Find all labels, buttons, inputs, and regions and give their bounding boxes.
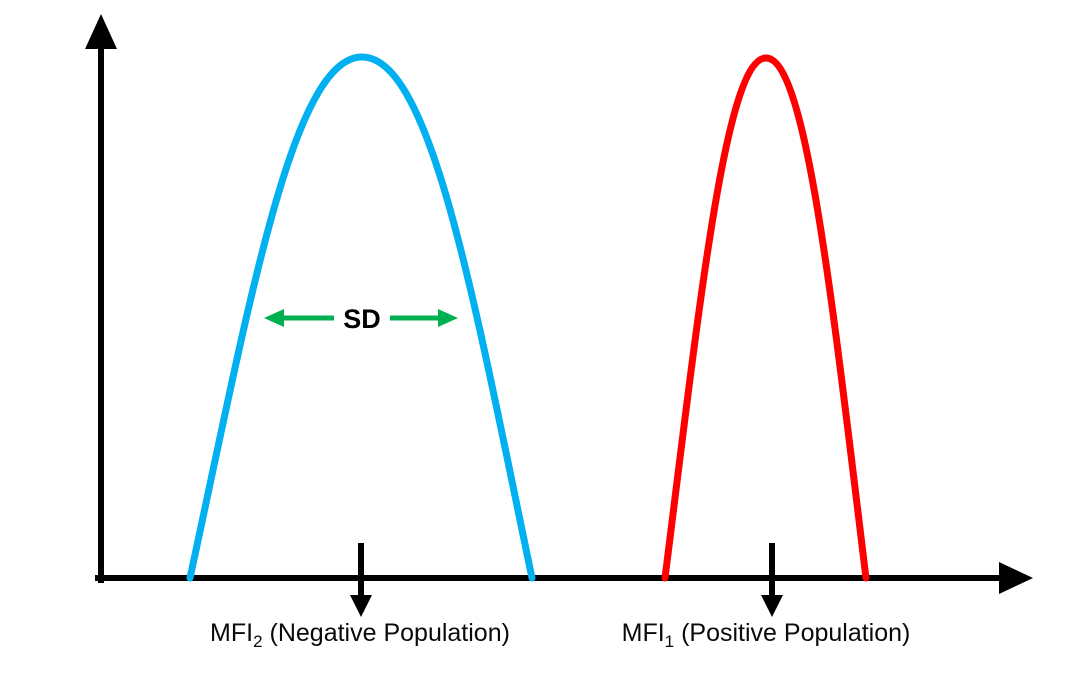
y-axis-arrowhead-icon [85, 14, 117, 49]
sd-label: SD [343, 304, 381, 334]
sd-arrow-left-head-icon [264, 309, 284, 327]
sd-arrow-right-head-icon [438, 309, 458, 327]
negative-population-curve [186, 53, 536, 582]
positive-mfi-pointer-head-icon [761, 595, 783, 617]
negative-population-label-rest: (Negative Population) [262, 619, 510, 647]
positive-population-label-rest: (Positive Population) [674, 619, 911, 647]
positive-population-label: MFI1 (Positive Population) [621, 619, 911, 651]
positive-population-label-subscript: 1 [664, 632, 675, 651]
negative-population-label: MFI2 (Negative Population) [210, 619, 510, 651]
negative-population-label-subscript: 2 [253, 632, 263, 651]
negative-population-label-prefix: MFI [210, 619, 254, 647]
positive-population-curve [661, 54, 870, 582]
x-axis-arrowhead-icon [999, 562, 1033, 594]
negative-mfi-pointer-head-icon [350, 595, 372, 617]
positive-population-label-prefix: MFI [621, 619, 665, 647]
